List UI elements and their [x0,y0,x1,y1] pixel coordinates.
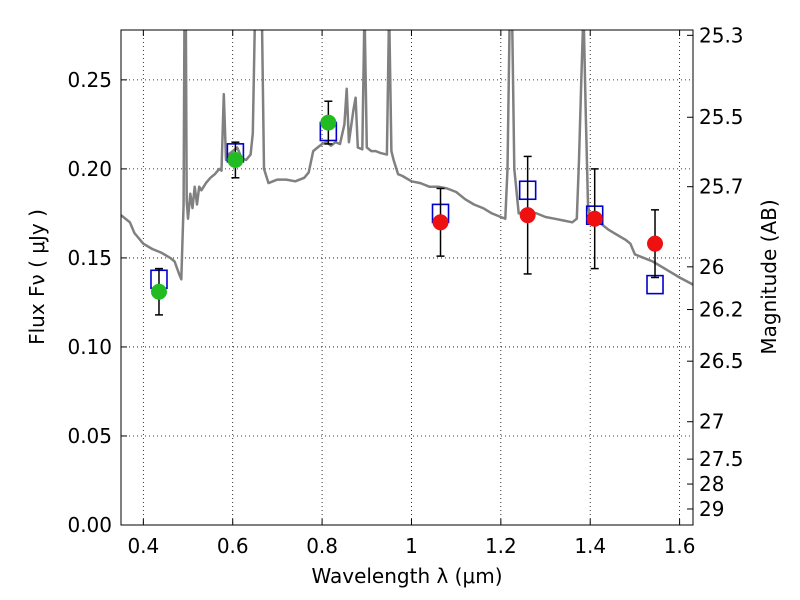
right-tick-label: 25.5 [699,105,744,129]
axis-ticks: 0.4 0.6 0.8 1 1.2 1.4 1.6 0.00 0.05 0.10 0.15 0.20 0… [67,23,743,558]
right-tick-label: 26.5 [699,349,744,373]
green-data-point [320,114,337,131]
right-tick-label: 25.3 [699,23,744,47]
y-tick-label: 0.10 [67,335,112,359]
x-tick-label: 0.6 [217,534,249,558]
y-tick-label: 0.25 [67,68,112,92]
right-tick-label: 26 [699,255,724,279]
y-tick-label: 0.00 [67,513,112,537]
x-tick-label: 1.6 [664,534,696,558]
x-tick-label: 1 [405,534,418,558]
green-data-point [150,283,167,300]
sed-model-path [121,30,693,286]
data-markers [150,100,664,316]
right-tick-label: 25.7 [699,175,744,199]
plot-frame [120,29,694,526]
x-tick-label: 0.8 [306,534,338,558]
x-axis-label: Wavelength λ (μm) [311,564,502,588]
red-data-point [586,210,603,227]
red-data-point [432,214,449,231]
y-tick-label: 0.15 [67,246,112,270]
sed-model-line [121,30,693,286]
x-tick-label: 1.2 [485,534,517,558]
right-tick-label: 27.5 [699,447,744,471]
right-tick-label: 29 [699,497,724,521]
y-axis-label: Flux Fν ( μJy ) [25,209,49,345]
x-tick-label: 1.4 [574,534,606,558]
right-tick-label: 28 [699,472,724,496]
red-data-point [519,207,536,224]
right-tick-label: 26.2 [699,298,744,322]
x-tick-label: 0.4 [127,534,159,558]
green-data-point [227,151,244,168]
y-tick-label: 0.05 [67,424,112,448]
red-data-point [647,235,664,252]
y-tick-label: 0.20 [67,157,112,181]
right-tick-label: 27 [699,410,724,434]
y-axis-right-label: Magnitude (AB) [757,199,781,354]
plot-area [121,30,693,525]
